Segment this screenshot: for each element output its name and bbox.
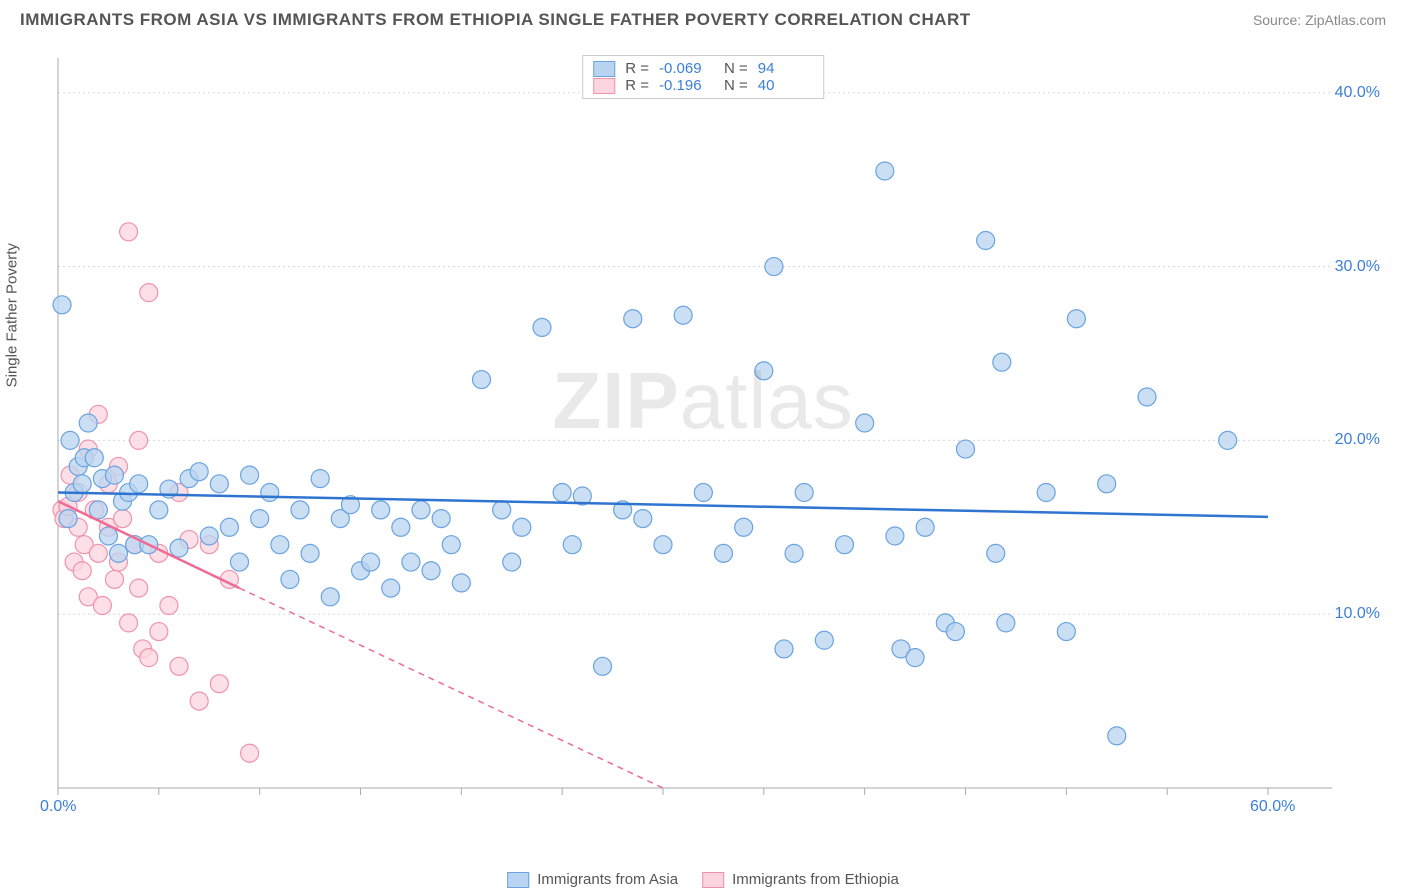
swatch-ethiopia: [593, 78, 615, 94]
swatch-ethiopia: [702, 872, 724, 888]
chart-area: Single Father Poverty: [50, 50, 1386, 852]
swatch-asia: [593, 61, 615, 77]
legend-row-ethiopia: R = -0.196 N = 40: [593, 77, 813, 94]
chart-title: IMMIGRANTS FROM ASIA VS IMMIGRANTS FROM …: [20, 10, 971, 30]
correlation-legend: R = -0.069 N = 94 R = -0.196 N = 40: [582, 55, 824, 99]
y-tick-label: 30.0%: [1335, 258, 1380, 276]
legend-row-asia: R = -0.069 N = 94: [593, 60, 813, 77]
series-legend: Immigrants from Asia Immigrants from Eth…: [507, 871, 899, 888]
y-axis-label: Single Father Poverty: [4, 243, 21, 387]
legend-label-ethiopia: Immigrants from Ethiopia: [732, 871, 899, 888]
r-label: R =: [625, 77, 649, 94]
legend-item-ethiopia: Immigrants from Ethiopia: [702, 871, 899, 888]
x-tick-label: 0.0%: [40, 798, 76, 816]
y-tick-label: 40.0%: [1335, 84, 1380, 102]
y-tick-label: 20.0%: [1335, 431, 1380, 449]
n-label: N =: [724, 60, 748, 77]
scatter-plot: [50, 50, 1340, 820]
n-value-asia: 94: [758, 60, 813, 77]
swatch-asia: [507, 872, 529, 888]
n-value-ethiopia: 40: [758, 77, 813, 94]
n-label: N =: [724, 77, 748, 94]
legend-label-asia: Immigrants from Asia: [537, 871, 678, 888]
source-label: Source: ZipAtlas.com: [1253, 12, 1386, 28]
r-value-ethiopia: -0.196: [659, 77, 714, 94]
x-tick-label: 60.0%: [1250, 798, 1295, 816]
legend-item-asia: Immigrants from Asia: [507, 871, 678, 888]
y-tick-label: 10.0%: [1335, 605, 1380, 623]
r-value-asia: -0.069: [659, 60, 714, 77]
r-label: R =: [625, 60, 649, 77]
